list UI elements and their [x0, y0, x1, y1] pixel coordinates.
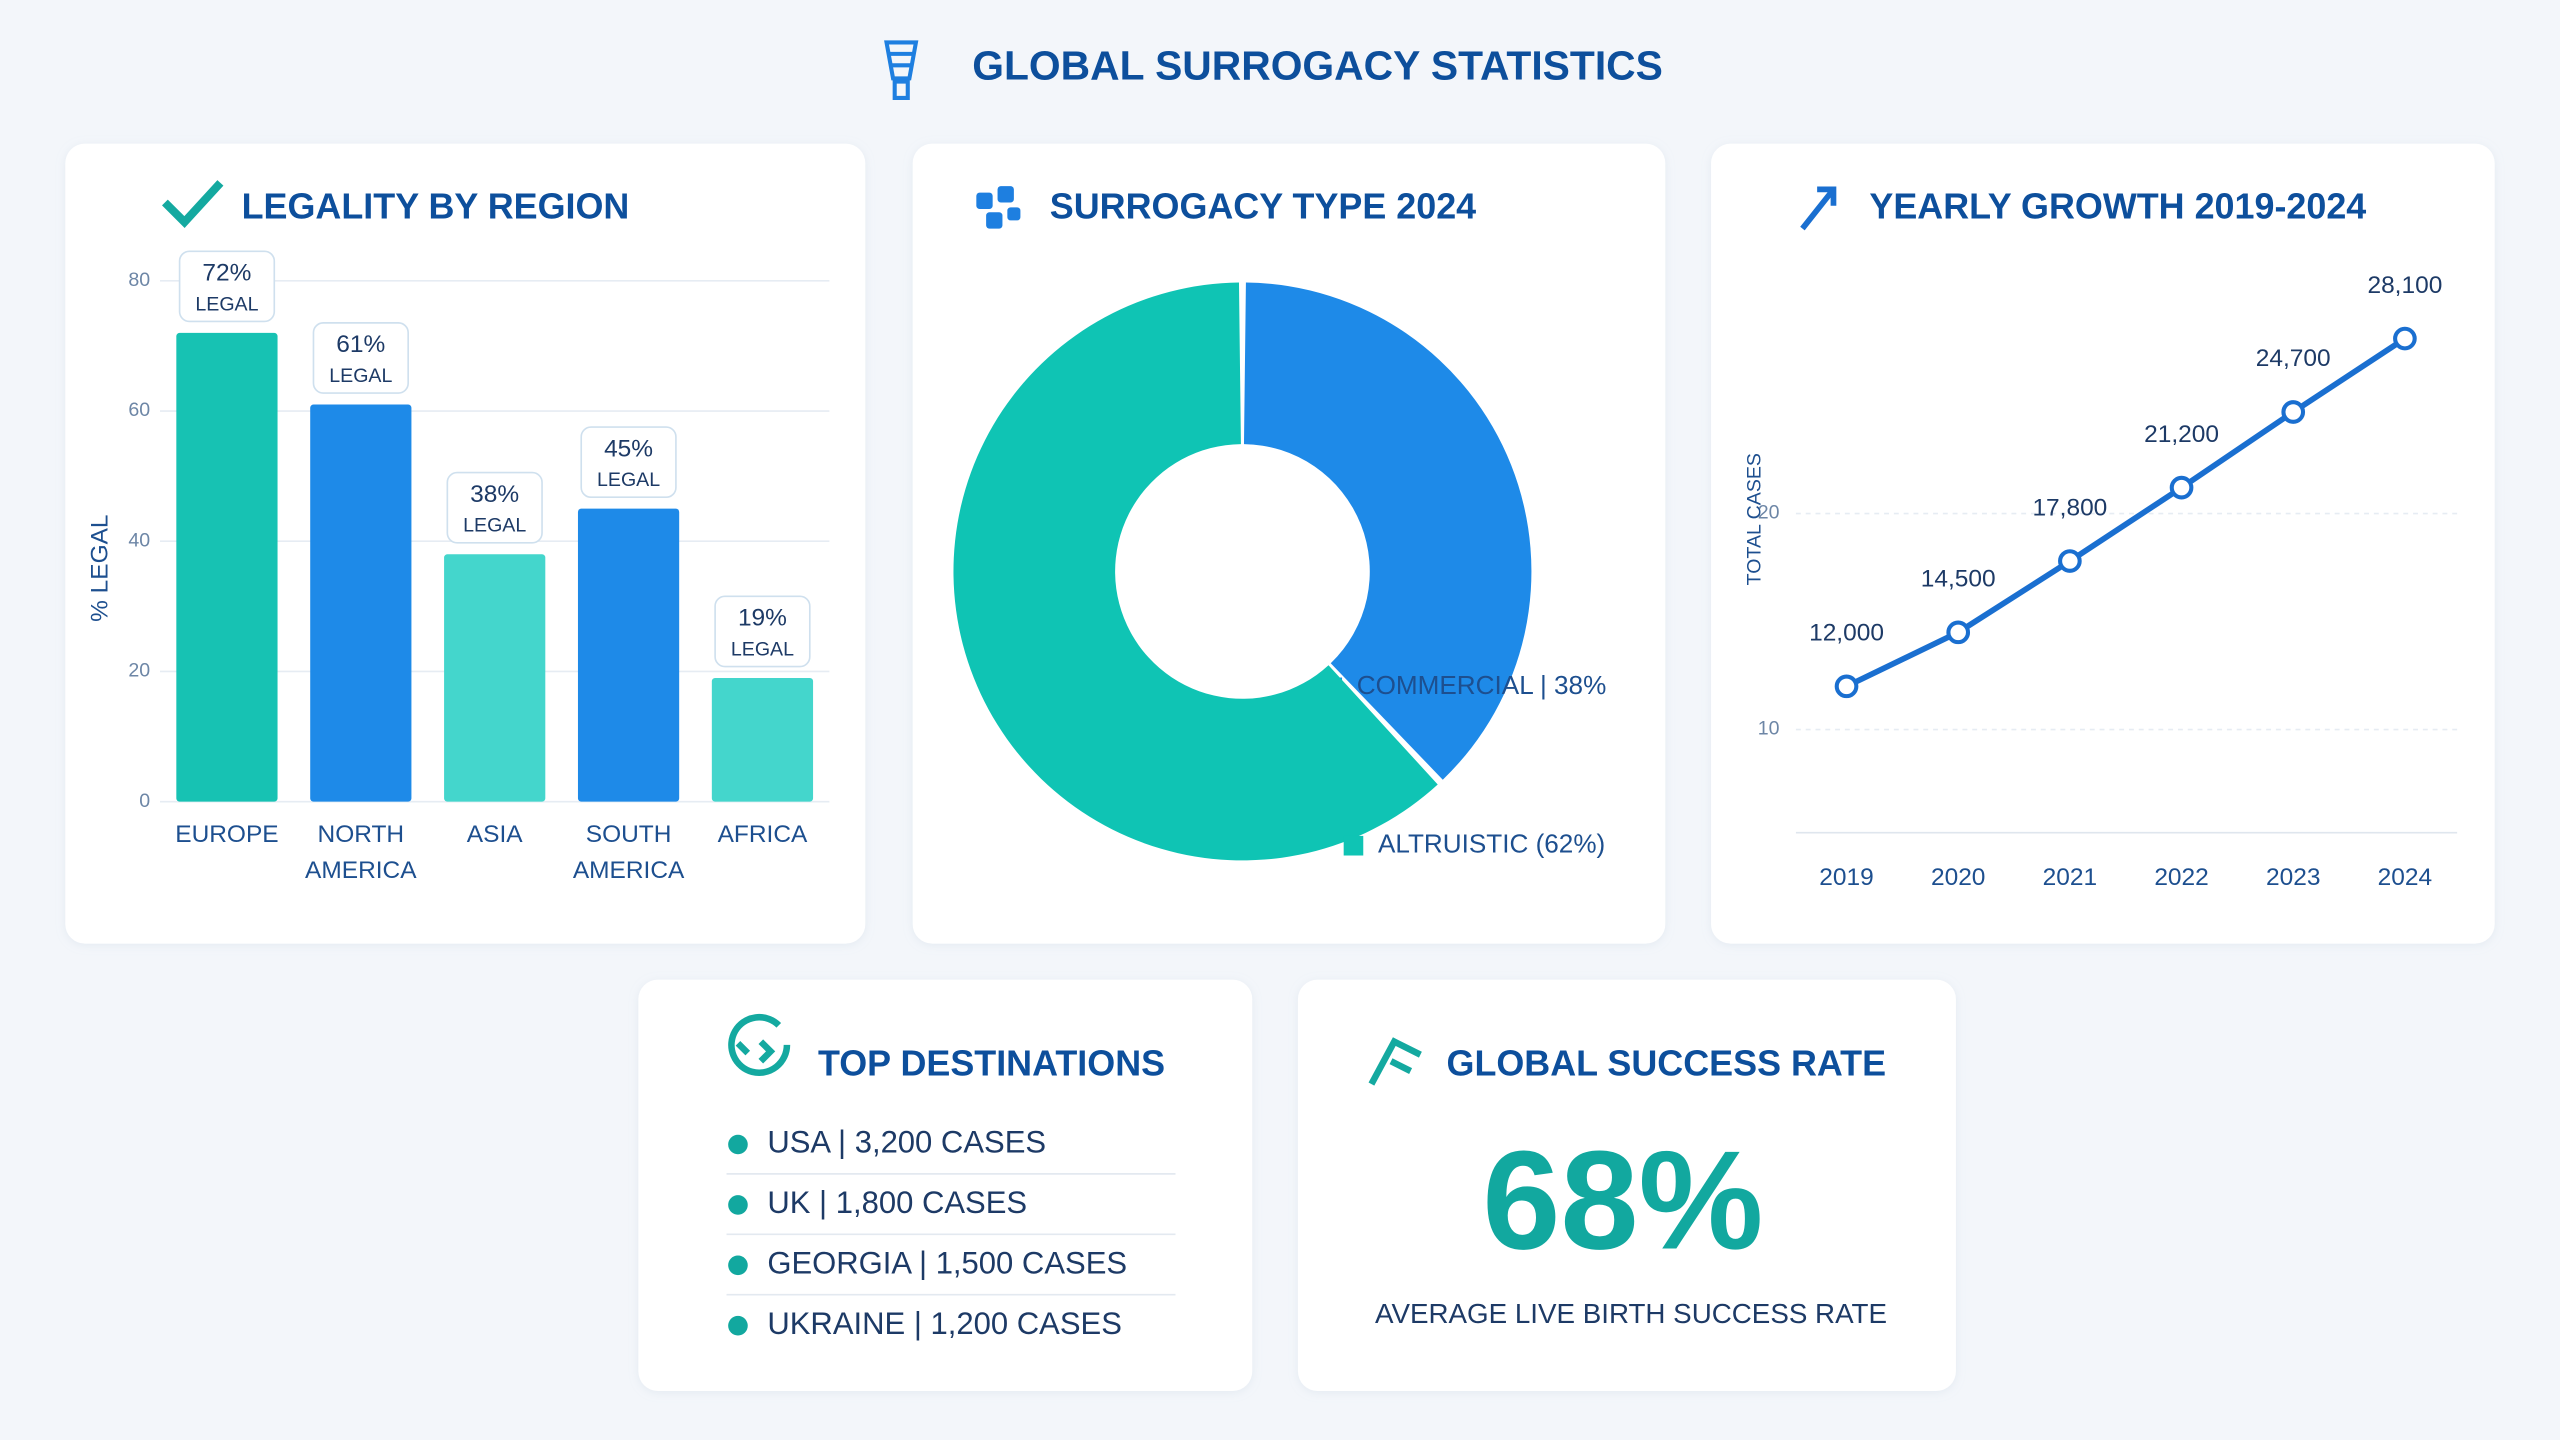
x-tick-label: EUROPE [175, 821, 278, 848]
card [1711, 143, 2495, 944]
x-tick-label: 2020 [1931, 864, 1985, 891]
value-note: LEGAL [731, 638, 794, 660]
y-tick-label: 80 [128, 269, 150, 291]
bar [444, 554, 546, 802]
value-note: LEGAL [195, 293, 258, 315]
value-note: LEGAL [329, 365, 392, 387]
x-tick-label: 2024 [2378, 864, 2432, 891]
x-tick-label: 2021 [2043, 864, 2097, 891]
x-tick-label: 2023 [2266, 864, 2320, 891]
label-box [446, 471, 543, 544]
arrow-icon [1800, 186, 1837, 231]
bar [176, 332, 278, 802]
value-label: 28,100 [2367, 272, 2442, 299]
x-tick-label: 2022 [2154, 864, 2208, 891]
bar [577, 508, 680, 802]
chart-title: YEARLY GROWTH 2019-2024 [1869, 185, 2366, 226]
chart-title: LEGALITY BY REGION [242, 185, 630, 226]
label-box [312, 322, 409, 394]
point [2058, 549, 2082, 573]
legend-label: ALTRUISTIC (62%) [1378, 829, 1605, 859]
destination: UK | 1,800 CASES [767, 1185, 1027, 1220]
label-box [714, 595, 811, 668]
destination: UKRAINE | 1,200 CASES [767, 1306, 1122, 1341]
value-label: 21,200 [2144, 421, 2219, 448]
y-tick-label: 40 [128, 529, 150, 551]
value-label: 14,500 [1921, 566, 1996, 593]
value-label: 72% [202, 260, 251, 287]
bullet [728, 1315, 748, 1336]
value-label: 17,800 [2032, 494, 2107, 521]
pie-slice [953, 282, 1438, 861]
label-box [580, 426, 677, 499]
x-tick-label: 2019 [1819, 864, 1873, 891]
label-box [178, 250, 276, 323]
legend-swatch [1343, 835, 1364, 856]
pie-slice [1243, 282, 1532, 780]
globe-icon [728, 1013, 791, 1076]
check-icon [162, 180, 224, 228]
y-tick-label: 10 [1758, 718, 1780, 740]
y-tick-label: 20 [1758, 502, 1780, 524]
puzzle-icon [976, 186, 1021, 229]
destination: GEORGIA | 1,500 CASES [767, 1245, 1127, 1280]
header-icon [884, 40, 919, 100]
point [2169, 475, 2194, 500]
card-title: GLOBAL SUCCESS RATE [1447, 1043, 1887, 1084]
value-label: 19% [738, 605, 787, 632]
x-tick-label: AFRICA [718, 821, 808, 848]
card-title: TOP DESTINATIONS [818, 1043, 1165, 1084]
point [1834, 674, 1859, 699]
value-label: 24,700 [2256, 345, 2331, 372]
tool-icon [1368, 1037, 1422, 1086]
x-tick-label: ASIA [467, 821, 523, 848]
value-label: 38% [470, 481, 519, 508]
legend-label: COMMERCIAL | 38% [1357, 670, 1607, 700]
value-label: 61% [336, 331, 385, 358]
bullet [728, 1195, 748, 1215]
point [2281, 400, 2306, 424]
x-tick-label: NORTH AMERICA [305, 821, 417, 884]
success-caption: AVERAGE LIVE BIRTH SUCCESS RATE [1375, 1298, 1887, 1329]
card [1297, 979, 1956, 1392]
y-tick-label: 0 [139, 790, 150, 812]
value-note: LEGAL [597, 469, 660, 491]
bullet [728, 1134, 748, 1155]
y-tick-label: 60 [128, 399, 150, 421]
point [2393, 326, 2417, 351]
bullet [728, 1255, 748, 1276]
value-label: 12,000 [1809, 620, 1884, 647]
chart-title: SURROGACY TYPE 2024 [1050, 185, 1476, 226]
card [638, 979, 1253, 1392]
y-tick-label: 20 [128, 660, 150, 682]
success-value: 68% [1482, 1122, 1763, 1279]
value-note: LEGAL [463, 515, 526, 537]
bar [310, 404, 412, 802]
destination: USA | 3,200 CASES [767, 1125, 1046, 1160]
y-axis-label: % LEGAL [87, 514, 114, 621]
bar [711, 677, 814, 802]
y-axis-label: TOTAL CASES [1743, 453, 1765, 585]
x-tick-label: SOUTH AMERICA [573, 821, 685, 884]
point [1946, 620, 1971, 645]
page-title: GLOBAL SURROGACY STATISTICS [972, 42, 1663, 88]
value-label: 45% [604, 435, 653, 462]
line [1845, 336, 2407, 689]
